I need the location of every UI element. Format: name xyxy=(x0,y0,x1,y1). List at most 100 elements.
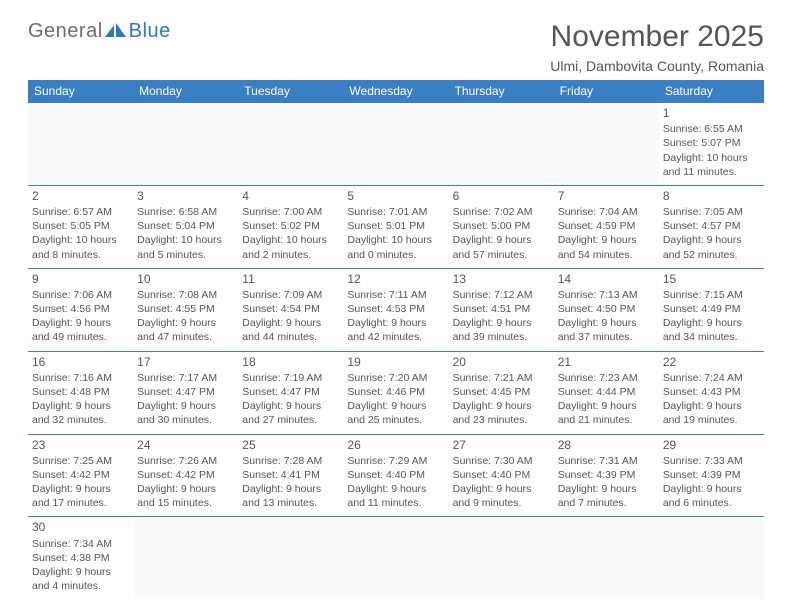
day-info-line: and 13 minutes. xyxy=(242,496,339,510)
day-info-line: Sunrise: 6:55 AM xyxy=(663,122,760,136)
calendar-week-row: 16Sunrise: 7:16 AMSunset: 4:48 PMDayligh… xyxy=(28,351,764,434)
day-number: 26 xyxy=(347,437,444,453)
day-info-line: and 39 minutes. xyxy=(453,330,550,344)
calendar-week-row: 30Sunrise: 7:34 AMSunset: 4:38 PMDayligh… xyxy=(28,517,764,599)
day-info-line: Daylight: 10 hours xyxy=(32,233,129,247)
logo-text-2: Blue xyxy=(129,20,171,43)
day-number: 28 xyxy=(558,437,655,453)
calendar-week-row: 23Sunrise: 7:25 AMSunset: 4:42 PMDayligh… xyxy=(28,434,764,517)
day-info-line: Sunrise: 7:17 AM xyxy=(137,371,234,385)
day-info-line: Sunrise: 7:09 AM xyxy=(242,288,339,302)
calendar-day-cell: 11Sunrise: 7:09 AMSunset: 4:54 PMDayligh… xyxy=(238,268,343,351)
weekday-header: Thursday xyxy=(449,80,554,103)
day-info-line: Sunset: 4:59 PM xyxy=(558,219,655,233)
calendar-week-row: 9Sunrise: 7:06 AMSunset: 4:56 PMDaylight… xyxy=(28,268,764,351)
day-info-line: and 11 minutes. xyxy=(663,165,760,179)
day-info-line: Sunrise: 6:58 AM xyxy=(137,205,234,219)
day-info-line: Sunset: 5:02 PM xyxy=(242,219,339,233)
day-info-line: and 23 minutes. xyxy=(453,413,550,427)
day-number: 12 xyxy=(347,271,444,287)
day-info-line: Daylight: 9 hours xyxy=(453,399,550,413)
day-info-line: and 57 minutes. xyxy=(453,248,550,262)
day-number: 7 xyxy=(558,188,655,204)
calendar-table: Sunday Monday Tuesday Wednesday Thursday… xyxy=(28,80,764,599)
day-info-line: Sunrise: 7:24 AM xyxy=(663,371,760,385)
day-info-line: Daylight: 9 hours xyxy=(663,482,760,496)
day-info-line: Sunrise: 7:15 AM xyxy=(663,288,760,302)
day-info-line: Sunset: 4:57 PM xyxy=(663,219,760,233)
calendar-day-cell: 29Sunrise: 7:33 AMSunset: 4:39 PMDayligh… xyxy=(659,434,764,517)
calendar-day-cell xyxy=(449,103,554,186)
day-number: 10 xyxy=(137,271,234,287)
day-info-line: Daylight: 9 hours xyxy=(663,233,760,247)
calendar-day-cell xyxy=(554,103,659,186)
day-info-line: Sunrise: 7:26 AM xyxy=(137,454,234,468)
day-info-line: Sunrise: 7:23 AM xyxy=(558,371,655,385)
day-number: 9 xyxy=(32,271,129,287)
calendar-day-cell: 9Sunrise: 7:06 AMSunset: 4:56 PMDaylight… xyxy=(28,268,133,351)
day-info-line: Sunset: 4:41 PM xyxy=(242,468,339,482)
day-info-line: Sunset: 5:04 PM xyxy=(137,219,234,233)
day-number: 29 xyxy=(663,437,760,453)
day-info-line: Sunset: 5:01 PM xyxy=(347,219,444,233)
calendar-week-row: 2Sunrise: 6:57 AMSunset: 5:05 PMDaylight… xyxy=(28,185,764,268)
calendar-day-cell: 15Sunrise: 7:15 AMSunset: 4:49 PMDayligh… xyxy=(659,268,764,351)
day-info-line: Daylight: 10 hours xyxy=(663,151,760,165)
day-info-line: Sunrise: 7:21 AM xyxy=(453,371,550,385)
day-info-line: Sunset: 4:40 PM xyxy=(453,468,550,482)
calendar-day-cell: 22Sunrise: 7:24 AMSunset: 4:43 PMDayligh… xyxy=(659,351,764,434)
calendar-day-cell: 27Sunrise: 7:30 AMSunset: 4:40 PMDayligh… xyxy=(449,434,554,517)
day-info-line: and 52 minutes. xyxy=(663,248,760,262)
weekday-header: Friday xyxy=(554,80,659,103)
day-info-line: Sunrise: 7:34 AM xyxy=(32,537,129,551)
calendar-day-cell: 20Sunrise: 7:21 AMSunset: 4:45 PMDayligh… xyxy=(449,351,554,434)
day-info-line: Sunrise: 7:29 AM xyxy=(347,454,444,468)
day-info-line: Daylight: 9 hours xyxy=(137,482,234,496)
day-info-line: Sunset: 4:47 PM xyxy=(137,385,234,399)
calendar-day-cell xyxy=(343,517,448,599)
day-info-line: Sunset: 4:42 PM xyxy=(137,468,234,482)
calendar-day-cell xyxy=(28,103,133,186)
day-info-line: and 37 minutes. xyxy=(558,330,655,344)
calendar-day-cell: 12Sunrise: 7:11 AMSunset: 4:53 PMDayligh… xyxy=(343,268,448,351)
day-info-line: Daylight: 9 hours xyxy=(558,233,655,247)
page-title: November 2025 xyxy=(550,20,764,54)
calendar-day-cell: 24Sunrise: 7:26 AMSunset: 4:42 PMDayligh… xyxy=(133,434,238,517)
day-info-line: Sunrise: 7:08 AM xyxy=(137,288,234,302)
day-info-line: Sunrise: 7:11 AM xyxy=(347,288,444,302)
calendar-day-cell: 8Sunrise: 7:05 AMSunset: 4:57 PMDaylight… xyxy=(659,185,764,268)
day-info-line: Sunrise: 7:04 AM xyxy=(558,205,655,219)
day-number: 25 xyxy=(242,437,339,453)
calendar-day-cell: 23Sunrise: 7:25 AMSunset: 4:42 PMDayligh… xyxy=(28,434,133,517)
day-info-line: Sunset: 4:55 PM xyxy=(137,302,234,316)
calendar-day-cell: 10Sunrise: 7:08 AMSunset: 4:55 PMDayligh… xyxy=(133,268,238,351)
calendar-day-cell xyxy=(133,517,238,599)
day-info-line: and 25 minutes. xyxy=(347,413,444,427)
day-info-line: and 47 minutes. xyxy=(137,330,234,344)
day-info-line: Sunset: 4:38 PM xyxy=(32,551,129,565)
day-info-line: Daylight: 9 hours xyxy=(663,399,760,413)
calendar-day-cell: 25Sunrise: 7:28 AMSunset: 4:41 PMDayligh… xyxy=(238,434,343,517)
calendar-day-cell: 7Sunrise: 7:04 AMSunset: 4:59 PMDaylight… xyxy=(554,185,659,268)
day-number: 18 xyxy=(242,354,339,370)
weekday-header-row: Sunday Monday Tuesday Wednesday Thursday… xyxy=(28,80,764,103)
day-info-line: Daylight: 9 hours xyxy=(453,233,550,247)
calendar-day-cell: 18Sunrise: 7:19 AMSunset: 4:47 PMDayligh… xyxy=(238,351,343,434)
day-info-line: Sunrise: 7:05 AM xyxy=(663,205,760,219)
day-info-line: Daylight: 9 hours xyxy=(558,316,655,330)
day-info-line: and 4 minutes. xyxy=(32,579,129,593)
day-info-line: Daylight: 9 hours xyxy=(32,316,129,330)
day-number: 14 xyxy=(558,271,655,287)
day-info-line: Sunrise: 7:25 AM xyxy=(32,454,129,468)
day-info-line: Sunset: 5:07 PM xyxy=(663,136,760,150)
day-info-line: Daylight: 9 hours xyxy=(558,482,655,496)
day-info-line: and 32 minutes. xyxy=(32,413,129,427)
day-info-line: and 30 minutes. xyxy=(137,413,234,427)
calendar-day-cell: 6Sunrise: 7:02 AMSunset: 5:00 PMDaylight… xyxy=(449,185,554,268)
day-info-line: Daylight: 10 hours xyxy=(242,233,339,247)
day-info-line: Sunset: 4:50 PM xyxy=(558,302,655,316)
day-info-line: Sunset: 4:45 PM xyxy=(453,385,550,399)
calendar-body: 1Sunrise: 6:55 AMSunset: 5:07 PMDaylight… xyxy=(28,103,764,600)
calendar-day-cell: 30Sunrise: 7:34 AMSunset: 4:38 PMDayligh… xyxy=(28,517,133,599)
day-info-line: and 2 minutes. xyxy=(242,248,339,262)
